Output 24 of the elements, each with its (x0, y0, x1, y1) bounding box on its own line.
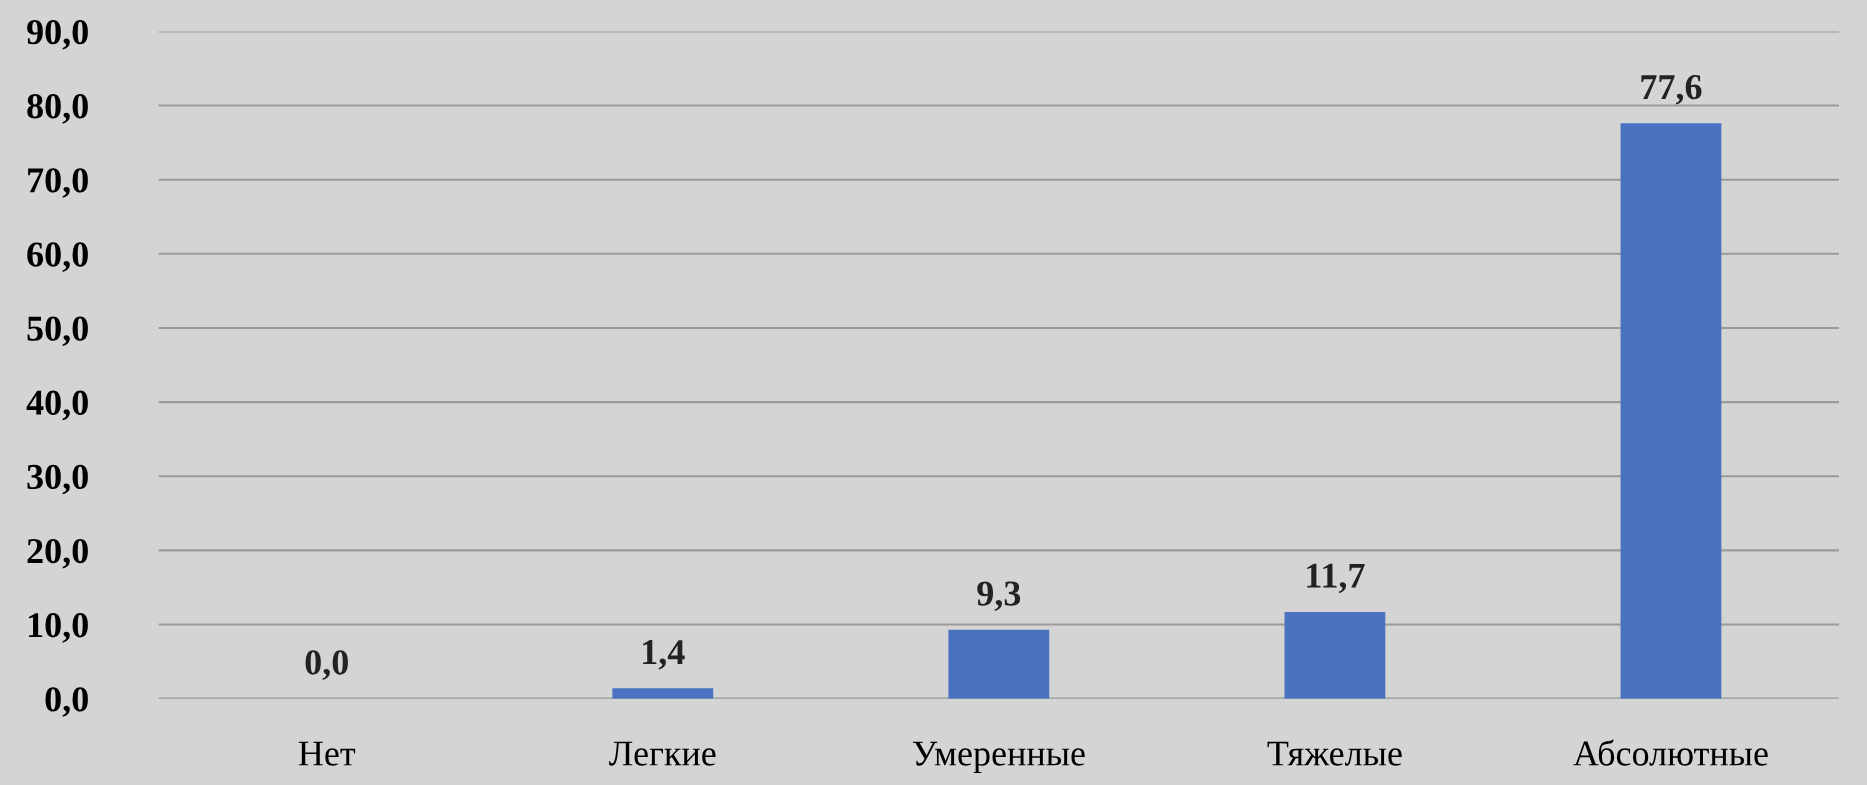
y-tick-label: 30,0 (27, 464, 88, 495)
bar (1284, 611, 1386, 699)
data-label: 11,7 (1307, 563, 1365, 594)
y-tick-label: 90,0 (27, 19, 88, 50)
y-tick-label: 0,0 (45, 687, 88, 717)
y-tick-label: 80,0 (27, 94, 88, 124)
bar (1620, 123, 1722, 699)
x-tick-label: Легкие (609, 741, 716, 766)
bar (948, 629, 1050, 699)
y-tick-label: 40,0 (26, 390, 88, 421)
x-tick-label: Тяжелые (1267, 741, 1402, 766)
data-label: 1,4 (643, 640, 685, 670)
y-tick-label: 50,0 (27, 316, 88, 347)
bar (612, 688, 714, 699)
x-tick-label: Абсолютные (1573, 739, 1768, 766)
y-tick-label: 20,0 (27, 538, 88, 569)
x-tick-label: Нет (298, 741, 356, 766)
data-label: 9,3 (977, 581, 1021, 611)
data-label: 0,0 (305, 650, 348, 680)
y-tick-label: 60,0 (27, 242, 88, 272)
x-tick-label: Умеренные (912, 741, 1085, 774)
y-tick-label: 10,0 (28, 613, 88, 643)
y-tick-label: 70,0 (28, 168, 88, 198)
data-label: 77,6 (1641, 75, 1702, 105)
